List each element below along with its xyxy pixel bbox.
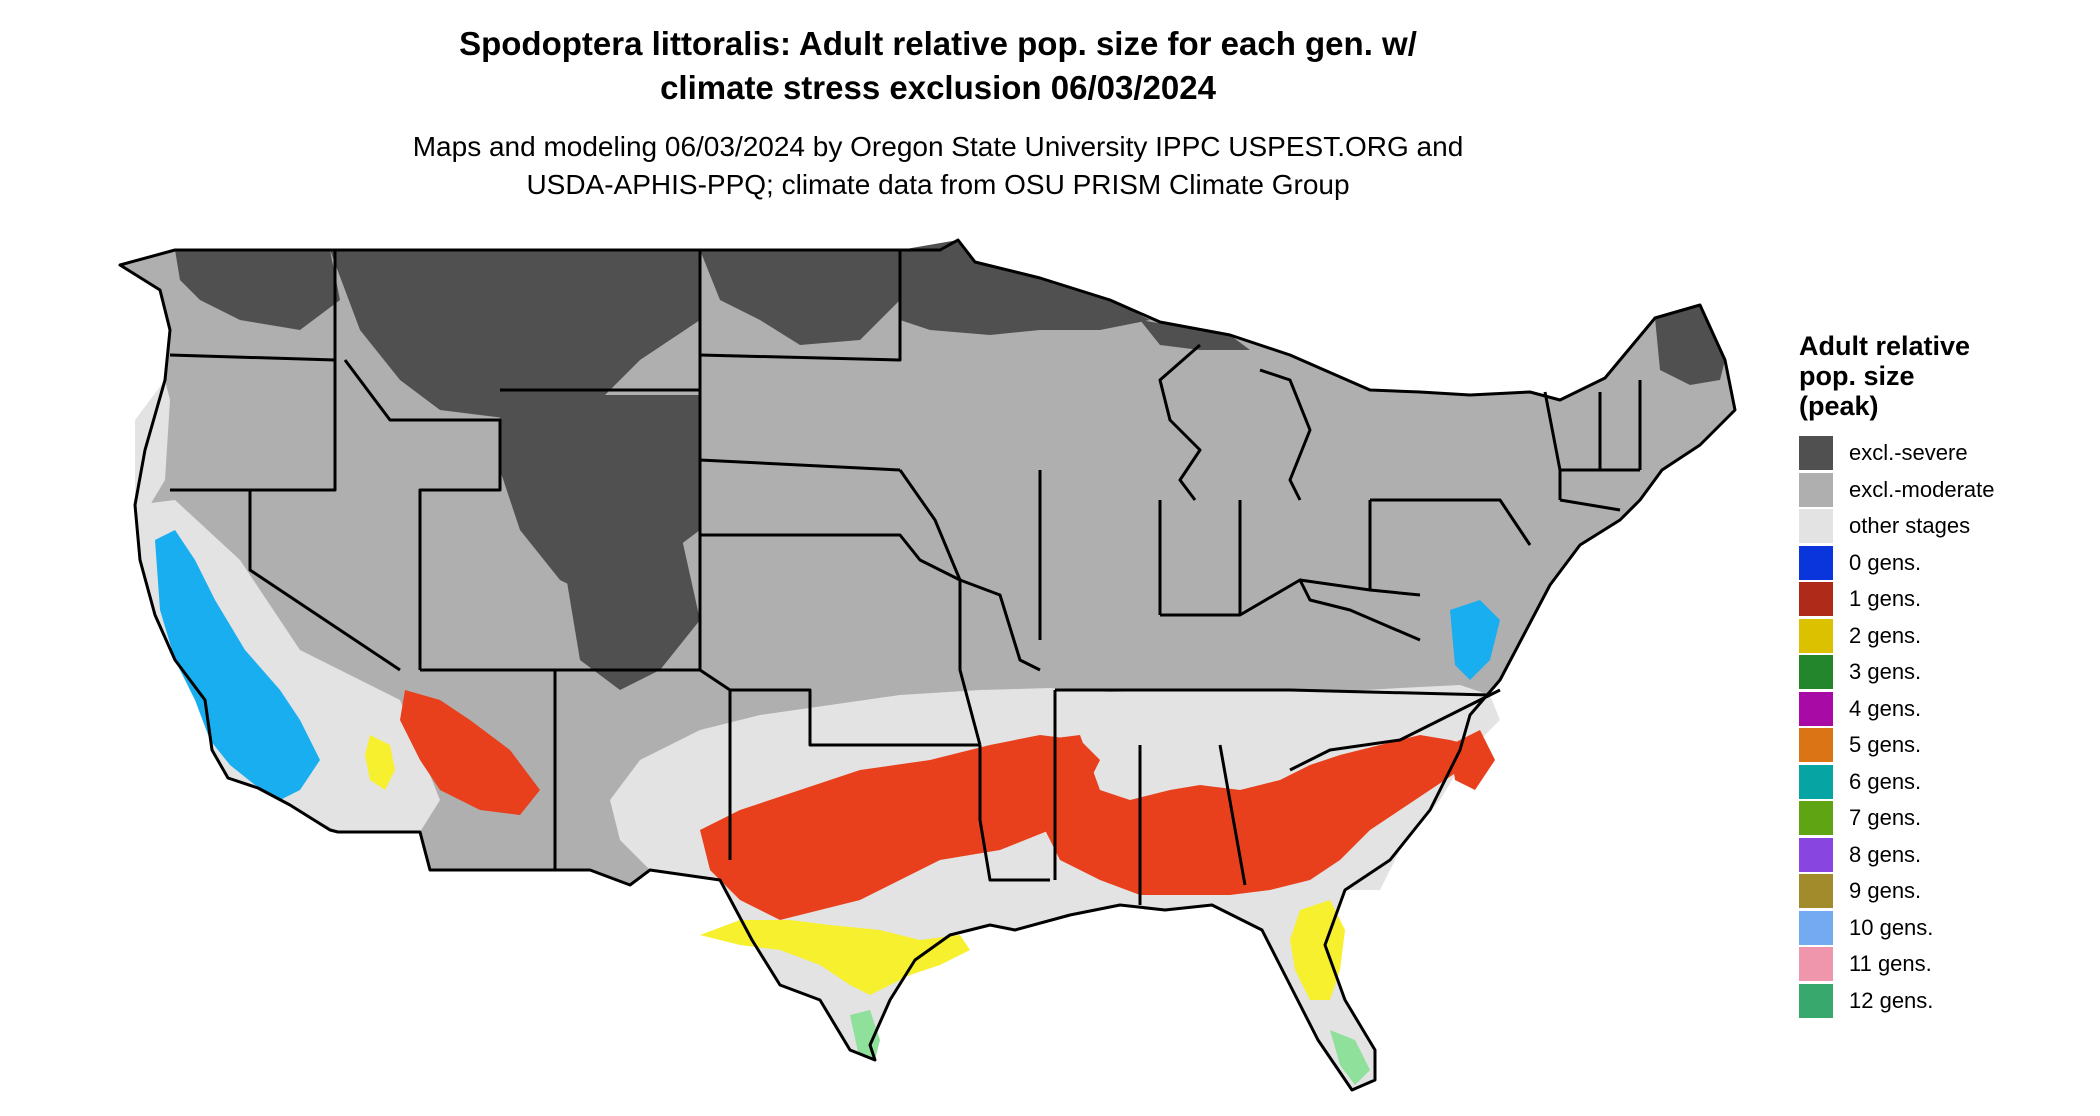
map-subtitle-line-2: USDA-APHIS-PPQ; climate data from OSU PR… bbox=[526, 169, 1350, 200]
legend-label: 10 gens. bbox=[1849, 914, 1934, 940]
legend-label: 12 gens. bbox=[1849, 987, 1934, 1013]
legend-item: 2 gens. bbox=[1799, 618, 2089, 655]
legend-swatch bbox=[1799, 655, 1833, 690]
legend-item: 12 gens. bbox=[1799, 983, 2089, 1020]
legend-item: 5 gens. bbox=[1799, 727, 2089, 764]
legend-label: 1 gens. bbox=[1849, 586, 1922, 612]
legend-item: excl.-moderate bbox=[1799, 472, 2089, 509]
state-borders bbox=[118, 238, 1737, 1092]
us-map bbox=[118, 238, 1737, 1092]
legend-label: excl.-moderate bbox=[1849, 476, 1995, 502]
map-legend: Adult relative pop. size (peak) excl.-se… bbox=[1799, 331, 2089, 1019]
legend-swatch bbox=[1799, 472, 1833, 507]
legend-title-line-1: Adult relative bbox=[1799, 331, 1971, 361]
legend-label: 2 gens. bbox=[1849, 622, 1922, 648]
legend-item: 6 gens. bbox=[1799, 764, 2089, 801]
map-title-line-2: climate stress exclusion 06/03/2024 bbox=[660, 69, 1216, 106]
legend-label: 7 gens. bbox=[1849, 805, 1922, 831]
excl-severe-zones bbox=[175, 240, 1725, 690]
legend-item: 9 gens. bbox=[1799, 873, 2089, 910]
legend-swatch bbox=[1799, 691, 1833, 726]
legend-swatch bbox=[1799, 801, 1833, 836]
legend-label: 3 gens. bbox=[1849, 659, 1922, 685]
legend-label: 5 gens. bbox=[1849, 732, 1922, 758]
legend-swatch bbox=[1799, 582, 1833, 617]
legend-swatch bbox=[1799, 837, 1833, 872]
legend-item: 3 gens. bbox=[1799, 654, 2089, 691]
legend-label: 4 gens. bbox=[1849, 695, 1922, 721]
legend-label: other stages bbox=[1849, 513, 1971, 539]
other-stages-zone-northwest bbox=[135, 380, 170, 505]
map-subtitle-line-1: Maps and modeling 06/03/2024 by Oregon S… bbox=[412, 131, 1464, 162]
legend-item: 4 gens. bbox=[1799, 691, 2089, 728]
legend-item: other stages bbox=[1799, 508, 2089, 545]
legend-swatch bbox=[1799, 728, 1833, 763]
legend-swatch bbox=[1799, 764, 1833, 799]
legend-item: 1 gens. bbox=[1799, 581, 2089, 618]
legend-label: 11 gens. bbox=[1849, 951, 1932, 977]
legend-item: 11 gens. bbox=[1799, 946, 2089, 983]
legend-label: 6 gens. bbox=[1849, 768, 1922, 794]
legend-swatch bbox=[1799, 910, 1833, 945]
legend-item: 10 gens. bbox=[1799, 910, 2089, 947]
legend-swatch bbox=[1799, 436, 1833, 471]
legend-label: 8 gens. bbox=[1849, 841, 1922, 867]
legend-items: excl.-severe excl.-moderate other stages 0 … bbox=[1799, 435, 2089, 1019]
legend-label: 9 gens. bbox=[1849, 878, 1922, 904]
other-stages-zone-west bbox=[135, 500, 440, 832]
gen-0-zones bbox=[155, 530, 1500, 800]
legend-swatch bbox=[1799, 947, 1833, 982]
legend-title: Adult relative pop. size (peak) bbox=[1799, 331, 2089, 421]
legend-title-line-2: pop. size bbox=[1799, 361, 1915, 391]
gen-1-zones bbox=[400, 690, 1495, 920]
legend-swatch bbox=[1799, 545, 1833, 580]
gen-10-12-zones bbox=[850, 1010, 1370, 1085]
legend-swatch bbox=[1799, 509, 1833, 544]
legend-swatch bbox=[1799, 874, 1833, 909]
legend-swatch bbox=[1799, 983, 1833, 1018]
map-title-line-1: Spodoptera littoralis: Adult relative po… bbox=[459, 25, 1417, 62]
legend-item: 8 gens. bbox=[1799, 837, 2089, 874]
map-title: Spodoptera littoralis: Adult relative po… bbox=[0, 22, 1876, 110]
legend-swatch bbox=[1799, 618, 1833, 653]
legend-label: excl.-severe bbox=[1849, 440, 1968, 466]
legend-item: excl.-severe bbox=[1799, 435, 2089, 472]
map-subtitle: Maps and modeling 06/03/2024 by Oregon S… bbox=[0, 128, 1876, 204]
legend-label: 0 gens. bbox=[1849, 549, 1922, 575]
legend-item: 0 gens. bbox=[1799, 545, 2089, 582]
legend-title-line-3: (peak) bbox=[1799, 391, 1879, 421]
legend-item: 7 gens. bbox=[1799, 800, 2089, 837]
